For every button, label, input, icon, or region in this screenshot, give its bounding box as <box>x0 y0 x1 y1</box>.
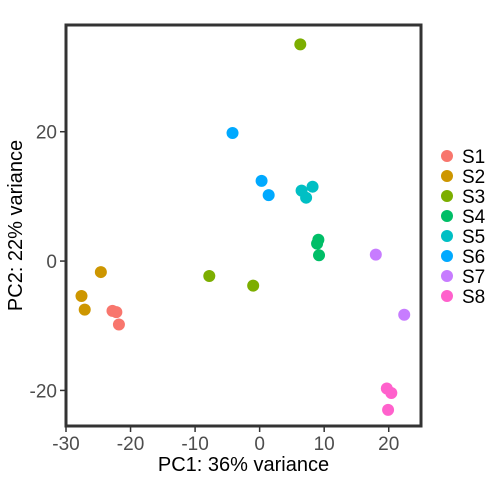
data-point-s3 <box>294 38 307 51</box>
legend-label-s2: S2 <box>462 167 485 188</box>
x-tick-label: 0 <box>254 434 265 455</box>
legend-key-s4 <box>441 210 453 222</box>
legend-label-s5: S5 <box>462 227 485 248</box>
x-tick-label: 10 <box>314 434 335 455</box>
x-axis: -30 -20 -10 0 10 20 <box>52 427 399 455</box>
legend-key-s5 <box>441 230 453 242</box>
data-point-s4 <box>313 249 326 262</box>
legend-label-s1: S1 <box>462 147 485 168</box>
data-point-s8 <box>382 403 395 416</box>
plot-panel-border <box>64 23 423 428</box>
data-point-s1 <box>112 318 125 331</box>
y-axis: -20 0 20 <box>30 123 65 402</box>
x-tick-label: -20 <box>117 434 144 455</box>
y-tick-label: 20 <box>36 123 57 144</box>
x-tick-label: -10 <box>181 434 208 455</box>
data-point-s4 <box>311 237 324 250</box>
x-tick-label: -30 <box>52 434 79 455</box>
legend-key-s3 <box>441 190 453 202</box>
data-point-s2 <box>78 303 91 316</box>
data-point-s5 <box>306 180 319 193</box>
data-point-s2 <box>94 266 107 279</box>
legend-key-s7 <box>441 270 453 282</box>
data-point-s5 <box>300 191 313 204</box>
legend-label-s3: S3 <box>462 187 485 208</box>
data-point-s6 <box>255 174 268 187</box>
data-point-s3 <box>247 279 260 292</box>
y-tick-label: 0 <box>46 252 57 273</box>
data-point-s6 <box>226 127 239 140</box>
legend-label-s7: S7 <box>462 267 485 288</box>
legend-key-s6 <box>441 250 453 262</box>
data-point-s7 <box>398 308 411 321</box>
y-axis-title: PC2: 22% variance <box>5 140 27 311</box>
x-tick-label: 20 <box>378 434 399 455</box>
legend-label-s6: S6 <box>462 247 485 268</box>
legend-key-s8 <box>441 290 453 302</box>
legend-label-s8: S8 <box>462 287 485 308</box>
legend-key-s2 <box>441 170 453 182</box>
legend-label-s4: S4 <box>462 207 486 228</box>
legend-key-s1 <box>441 150 453 162</box>
data-points <box>75 38 411 416</box>
data-point-s3 <box>203 269 216 282</box>
data-point-s8 <box>385 387 398 400</box>
data-point-s7 <box>369 248 382 261</box>
data-point-s1 <box>110 306 123 319</box>
x-axis-title: PC1: 36% variance <box>158 454 329 476</box>
y-tick-label: -20 <box>30 381 57 402</box>
data-point-s6 <box>262 189 275 202</box>
data-point-s2 <box>75 289 88 302</box>
